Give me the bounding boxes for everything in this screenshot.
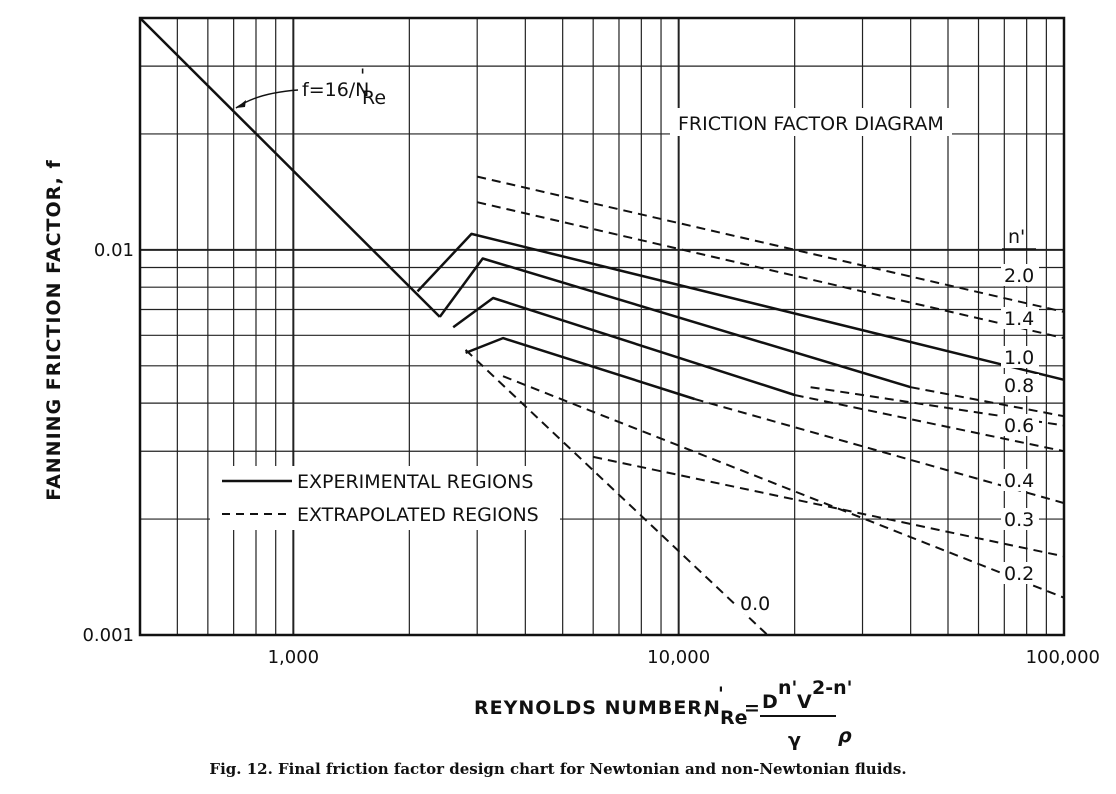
friction-factor-chart: 1,000 10,000 100,000 0.01 0.001 2.0 1.4 1.0 0.… <box>43 16 1100 751</box>
series-extrapolated-0.3 <box>592 455 1065 558</box>
series-label-bg <box>1001 508 1039 530</box>
series-label-bg <box>1001 346 1039 368</box>
x-tick-label: 1,000 <box>268 647 320 668</box>
formula-n-sup: ' <box>718 683 724 705</box>
plot-frame <box>138 16 1066 637</box>
laminar-label-sub: Re <box>362 87 386 109</box>
title-bg <box>670 108 952 136</box>
laminar-arrowhead <box>236 100 246 108</box>
series-extrapolated-1.4 <box>476 201 1065 340</box>
figure-caption: Fig. 12. Final friction factor design ch… <box>209 760 907 778</box>
legend-bg <box>210 466 560 530</box>
formula-rho: ρ <box>838 725 852 747</box>
series-label-0.8: 0.8 <box>1004 375 1034 397</box>
series-extrapolated-2.0 <box>476 175 1065 313</box>
series-label-bg <box>1001 469 1039 491</box>
series-experimental-0.6 <box>452 296 796 397</box>
series-experimental-2.0 <box>416 232 1065 382</box>
formula-n: N <box>704 697 720 719</box>
y-tick-label: 0.01 <box>94 240 134 261</box>
series-label-0.6: 0.6 <box>1004 415 1034 437</box>
series-label-0.2: 0.2 <box>1004 563 1034 585</box>
curves <box>139 17 1065 636</box>
laminar-annotation: f=16/N ' Re <box>235 65 386 109</box>
series-label-bg <box>737 592 775 614</box>
series-extrapolated-0.6 <box>794 394 1065 453</box>
laminar-arrow <box>235 89 299 109</box>
legend-extrapolated: EXTRAPOLATED REGIONS <box>297 504 539 526</box>
formula-n-sub: Re <box>720 707 748 729</box>
chart-title: FRICTION FACTOR DIAGRAM <box>678 113 944 135</box>
series-extrapolated-0.0 <box>464 349 769 636</box>
series-label-bg <box>1001 307 1039 329</box>
series-label-0.0: 0.0 <box>740 593 770 615</box>
series-label-2.0: 2.0 <box>1004 265 1034 287</box>
laminar-label: f=16/N <box>302 79 369 101</box>
x-tick-label: 100,000 <box>1026 647 1100 668</box>
series-extrapolated-1.0 <box>910 386 1065 418</box>
x-axis-label: REYNOLDS NUMBER, <box>474 697 712 719</box>
y-axis-label: FANNING FRICTION FACTOR, f <box>43 159 65 500</box>
series-experimental-1.0 <box>438 257 912 389</box>
series-extrapolated-0.2 <box>502 375 1065 599</box>
series-experimental-0.4 <box>465 336 695 401</box>
formula-gamma: γ <box>788 729 801 751</box>
series-label-bg <box>1001 264 1039 286</box>
reynolds-formula: N ' Re = D n' V 2-n' γ ρ <box>704 677 852 751</box>
series-label-bg <box>1001 374 1039 396</box>
legend-experimental: EXPERIMENTAL REGIONS <box>297 471 533 493</box>
series-label-1.4: 1.4 <box>1004 308 1034 330</box>
series-label-0.4: 0.4 <box>1004 470 1034 492</box>
formula-d: D <box>762 691 778 713</box>
x-tick-labels: 1,000 10,000 100,000 <box>268 647 1100 668</box>
grid <box>140 18 1064 635</box>
series-label-1.0: 1.0 <box>1004 347 1034 369</box>
laminar-label-sup: ' <box>360 65 365 87</box>
formula-v: V <box>797 691 812 713</box>
laminar-line <box>139 17 441 318</box>
formula-exp1: n' <box>778 677 797 699</box>
y-tick-label: 0.001 <box>82 625 134 646</box>
x-tick-label: 10,000 <box>647 647 710 668</box>
formula-exp2: 2-n' <box>812 677 852 699</box>
series-label-0.3: 0.3 <box>1004 509 1034 531</box>
series-label-bg <box>1001 562 1039 584</box>
formula-equals: = <box>744 697 760 719</box>
legend-header: n' <box>1008 226 1025 248</box>
legend: EXPERIMENTAL REGIONS EXTRAPOLATED REGION… <box>210 466 560 530</box>
series-label-bg <box>1001 414 1039 436</box>
y-tick-labels: 0.01 0.001 <box>82 240 134 646</box>
series-labels: 2.0 1.4 1.0 0.8 0.6 0.4 0.3 0.2 0.0 <box>737 264 1039 615</box>
